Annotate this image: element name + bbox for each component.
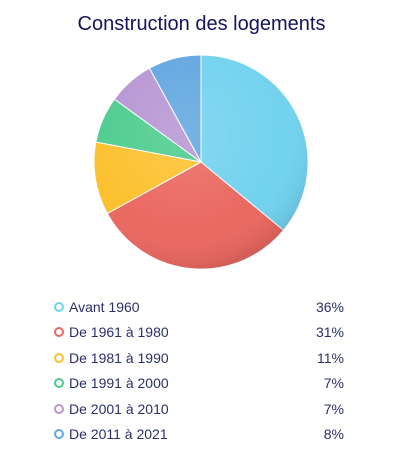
- legend-label: De 1961 à 1980: [69, 324, 169, 340]
- legend-value: 7%: [323, 375, 344, 391]
- legend-value: 8%: [323, 426, 344, 442]
- chart-title: Construction des logements: [77, 13, 326, 35]
- legend-swatch: [54, 404, 64, 414]
- legend-label: Avant 1960: [69, 299, 140, 315]
- legend-swatch: [54, 378, 64, 388]
- legend-item: De 2011 à 2021 8%: [0, 423, 403, 445]
- legend-item: De 2001 à 2010 7%: [0, 398, 403, 420]
- legend-item: De 1991 à 2000 7%: [0, 372, 403, 394]
- legend-swatch: [54, 429, 64, 439]
- legend-label: De 1981 à 1990: [69, 350, 169, 366]
- legend-swatch: [54, 302, 64, 312]
- legend-item: De 1961 à 1980 31%: [0, 321, 403, 343]
- legend-label: De 2011 à 2021: [69, 426, 168, 442]
- legend-item: De 1981 à 1990 11%: [0, 347, 403, 369]
- legend-swatch: [54, 327, 64, 337]
- legend-value: 7%: [323, 401, 344, 417]
- legend-value: 11%: [317, 350, 344, 366]
- legend-item: Avant 1960 36%: [0, 296, 403, 318]
- legend-label: De 2001 à 2010: [69, 401, 169, 417]
- pie-chart: [93, 54, 309, 270]
- legend-value: 31%: [315, 324, 344, 340]
- legend-swatch: [54, 353, 64, 363]
- legend-label: De 1991 à 2000: [69, 375, 169, 391]
- legend-value: 36%: [315, 299, 344, 315]
